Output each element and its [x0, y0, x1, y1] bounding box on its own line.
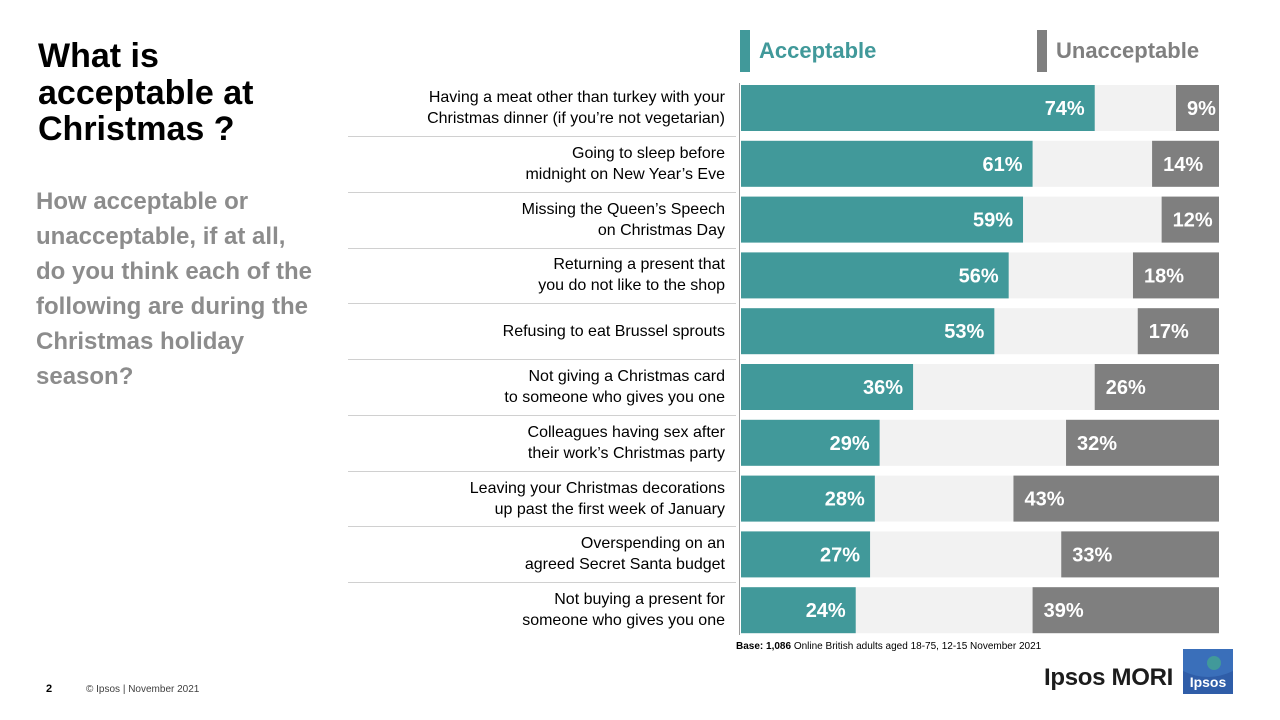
- bar-unacceptable: [1094, 364, 1219, 410]
- data-label-unacceptable: 33%: [1072, 544, 1112, 566]
- category-label: Missing the Queen’s Speech on Christmas D…: [350, 199, 725, 241]
- data-label-unacceptable: 18%: [1144, 265, 1184, 287]
- category-label-line: Having a meat other than turkey with you…: [428, 89, 725, 106]
- category-label-line: agreed Secret Santa budget: [524, 556, 725, 574]
- category-label-line: Not giving a Christmas card: [528, 368, 725, 385]
- data-label-unacceptable: 14%: [1163, 154, 1203, 176]
- category-label-line: Going to sleep before: [572, 144, 725, 162]
- bar-unacceptable: [1032, 587, 1219, 634]
- bar-acceptable: [741, 196, 1024, 243]
- category-label: Not buying a present for someone who give…: [350, 589, 725, 631]
- copyright-text: © Ipsos | November 2021: [86, 684, 200, 695]
- category-label: Overspending on an agreed Secret Santa bu…: [350, 533, 725, 575]
- bar-unacceptable: [1175, 85, 1219, 131]
- data-label-unacceptable: 39%: [1044, 600, 1084, 622]
- category-label-line: up past the first week of January: [494, 500, 725, 518]
- bar-acceptable: [741, 587, 856, 634]
- bar-unacceptable: [1137, 308, 1219, 355]
- row-divider: [348, 192, 736, 193]
- category-label-line: on Christmas Day: [597, 221, 725, 239]
- logo-text: Ipsos: [1190, 674, 1227, 690]
- category-label-line: Overspending on an: [580, 535, 725, 553]
- data-label-acceptable: 28%: [825, 489, 865, 511]
- data-label-unacceptable: 12%: [1173, 210, 1213, 232]
- data-label-acceptable: 27%: [820, 544, 860, 566]
- row-divider: [348, 248, 736, 249]
- data-label-acceptable: 53%: [944, 321, 984, 343]
- row-divider: [348, 136, 736, 137]
- legend-swatch-acceptable: [740, 30, 750, 72]
- bar-acceptable: [741, 364, 914, 410]
- category-label-line: Leaving your Christmas decorations: [469, 479, 725, 497]
- category-label-line: Returning a present that: [553, 256, 725, 274]
- category-label-line: Refusing to eat Brussel sprouts: [502, 322, 725, 340]
- bar-acceptable: [741, 140, 1033, 187]
- bar-unacceptable: [1152, 140, 1219, 187]
- bar-acceptable: [741, 419, 880, 466]
- category-label-line: to someone who gives you one: [504, 389, 725, 406]
- page-title: What is acceptable at Christmas ?: [38, 37, 254, 149]
- category-label: Having a meat other than turkey with you…: [350, 87, 725, 129]
- bar-acceptable: [741, 475, 875, 522]
- category-label: Leaving your Christmas decorations up pas…: [350, 478, 725, 520]
- question-text: How acceptable or unacceptable, if at al…: [36, 188, 313, 391]
- bar-unacceptable: [1132, 252, 1219, 299]
- category-label: Going to sleep before midnight on New Yea…: [350, 143, 725, 185]
- data-label-acceptable: 59%: [973, 210, 1013, 232]
- category-label-line: Not buying a present for: [554, 591, 725, 609]
- bar-acceptable: [741, 85, 1095, 131]
- row-divider: [348, 582, 736, 583]
- row-divider: [348, 359, 736, 360]
- category-label: Returning a present that you do not like …: [350, 254, 725, 296]
- legend-unacceptable: Unacceptable: [1037, 30, 1199, 72]
- category-label-line: Missing the Queen’s Speech: [521, 200, 725, 218]
- data-label-unacceptable: 26%: [1106, 377, 1146, 399]
- base-note-text: Online British adults aged 18-75, 12-15 …: [791, 641, 1042, 652]
- row-divider: [348, 526, 736, 527]
- row-divider: [348, 415, 736, 416]
- base-note-label: Base:: [736, 641, 764, 652]
- bar-acceptable: [741, 252, 1009, 299]
- row-divider: [348, 471, 736, 472]
- legend-label-acceptable: Acceptable: [759, 38, 877, 63]
- bar-unacceptable: [1013, 475, 1219, 522]
- category-label-line: someone who gives you one: [522, 612, 725, 630]
- data-label-acceptable: 29%: [830, 433, 870, 455]
- page-number: 2: [46, 683, 53, 695]
- chart-axis: [739, 83, 740, 635]
- data-label-unacceptable: 32%: [1077, 433, 1117, 455]
- brand-name: Ipsos MORI: [1044, 664, 1174, 691]
- legend-label-unacceptable: Unacceptable: [1056, 38, 1200, 63]
- category-label-line: Colleagues having sex after: [527, 423, 725, 441]
- data-label-acceptable: 61%: [983, 154, 1023, 176]
- legend-swatch-unacceptable: [1037, 30, 1047, 72]
- row-divider: [348, 303, 736, 304]
- data-label-unacceptable: 9%: [1187, 98, 1216, 120]
- data-label-unacceptable: 17%: [1149, 321, 1189, 343]
- bar-acceptable: [741, 531, 871, 578]
- legend-acceptable: Acceptable: [740, 30, 876, 72]
- category-label-line: midnight on New Year’s Eve: [525, 165, 725, 183]
- bar-acceptable: [741, 308, 995, 355]
- bar-unacceptable: [1161, 196, 1219, 243]
- base-note-count: 1,086: [766, 641, 792, 652]
- data-label-acceptable: 74%: [1045, 98, 1085, 120]
- category-label: Not giving a Christmas card to someone wh…: [350, 366, 725, 408]
- category-label: Colleagues having sex after their work’s …: [350, 422, 725, 464]
- ipsos-logo: Ipsos: [1183, 649, 1233, 694]
- category-label-line: Christmas dinner (if you’re not vegetari…: [427, 110, 725, 127]
- bar-unacceptable: [1061, 531, 1219, 578]
- base-note: Base: 1,086 Online British adults aged 1…: [736, 641, 1041, 652]
- data-label-acceptable: 56%: [959, 265, 999, 287]
- data-label-acceptable: 24%: [806, 600, 846, 622]
- bar-unacceptable: [1066, 419, 1219, 466]
- category-label: Refusing to eat Brussel sprouts: [350, 321, 725, 342]
- data-label-unacceptable: 43%: [1024, 489, 1064, 511]
- category-label-line: their work’s Christmas party: [527, 444, 725, 462]
- category-label-line: you do not like to the shop: [538, 277, 725, 295]
- data-label-acceptable: 36%: [863, 377, 903, 399]
